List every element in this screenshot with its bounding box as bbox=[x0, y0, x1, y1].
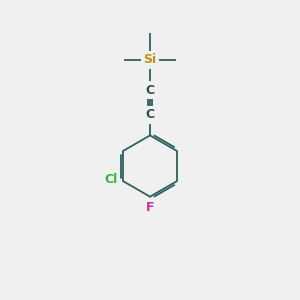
Text: C: C bbox=[146, 84, 154, 97]
Text: Si: Si bbox=[143, 53, 157, 66]
Text: Cl: Cl bbox=[105, 173, 118, 186]
Text: C: C bbox=[146, 109, 154, 122]
Text: F: F bbox=[146, 201, 154, 214]
